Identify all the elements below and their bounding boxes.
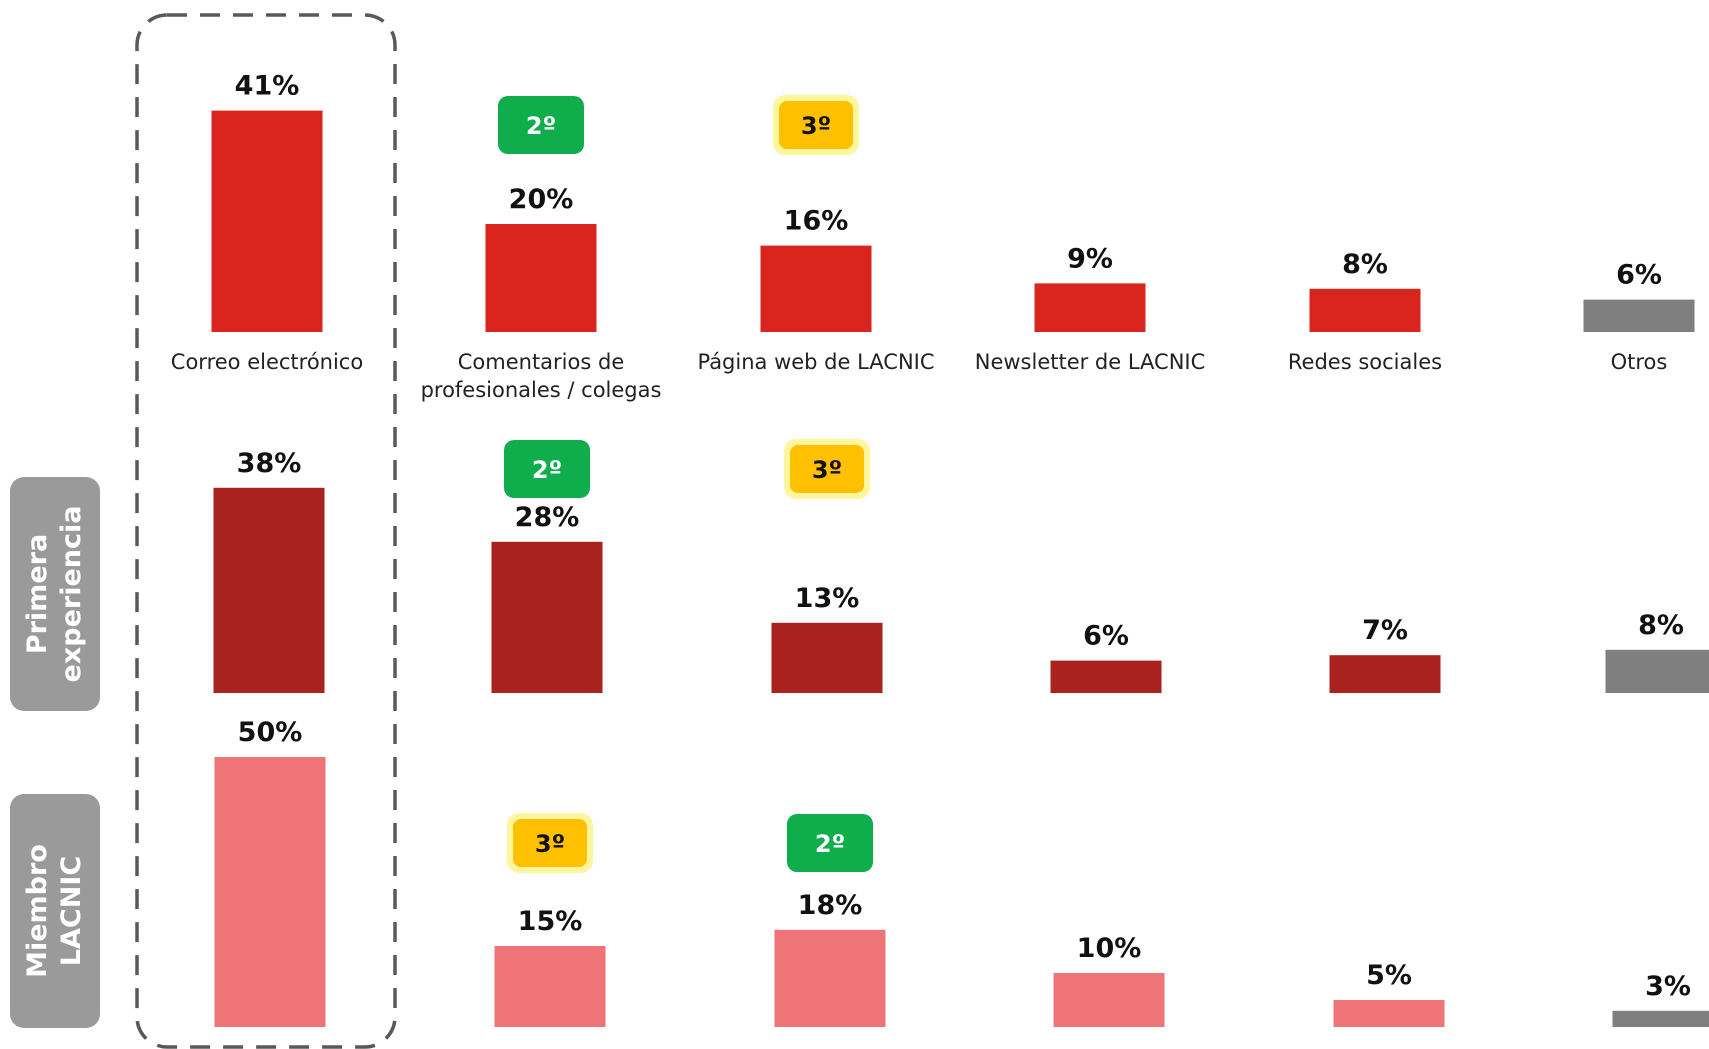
bar-row1-cat1 <box>491 541 603 693</box>
category-label-1-line0: Comentarios de <box>458 350 624 374</box>
rank-badge-row0-cat2: 3º <box>773 95 859 155</box>
segment-label-miembro-lacnic: Miembro LACNIC <box>10 794 100 1028</box>
value-label-row2-cat4: 5% <box>1366 960 1412 991</box>
svg-text:3º: 3º <box>535 830 565 858</box>
value-label-row0-cat0: 41% <box>235 71 300 102</box>
category-label-5: Otros <box>1611 350 1668 374</box>
svg-text:2º: 2º <box>532 456 562 484</box>
rank-badge-row2-cat1: 3º <box>507 813 593 873</box>
svg-text:2º: 2º <box>815 830 845 858</box>
value-label-row1-cat3: 6% <box>1083 621 1129 652</box>
rank-badge-row0-cat1: 2º <box>498 96 584 154</box>
value-label-row0-cat3: 9% <box>1067 243 1113 274</box>
value-label-row2-cat2: 18% <box>798 890 863 921</box>
category-label-1-line1: profesionales / colegas <box>421 378 662 402</box>
value-label-row1-cat0: 38% <box>237 448 302 479</box>
segment-label-primera-experiencia-text: Primera experiencia <box>22 505 87 683</box>
rank-badge-row1-cat2: 3º <box>784 439 870 499</box>
bar-row1-cat3 <box>1050 660 1162 693</box>
value-label-row2-cat3: 10% <box>1077 933 1142 964</box>
value-label-row1-cat2: 13% <box>795 583 860 614</box>
value-label-row2-cat5: 3% <box>1645 971 1691 1002</box>
svg-text:2º: 2º <box>526 112 556 140</box>
bar-row2-cat3 <box>1053 973 1165 1027</box>
bar-row0-cat0 <box>211 110 323 332</box>
bar-row0-cat3 <box>1034 283 1146 332</box>
highlight-box <box>135 13 397 1049</box>
bar-row2-cat2 <box>774 929 886 1027</box>
bar-row0-cat5 <box>1583 299 1695 332</box>
value-label-row0-cat2: 16% <box>784 206 849 237</box>
bar-row2-cat1 <box>494 946 606 1027</box>
rank-badge-row1-cat1: 2º <box>504 440 590 498</box>
value-label-row1-cat5: 8% <box>1638 610 1684 641</box>
value-label-row0-cat4: 8% <box>1342 249 1388 280</box>
value-label-row1-cat1: 28% <box>515 502 580 533</box>
value-label-row1-cat4: 7% <box>1362 615 1408 646</box>
bar-row1-cat2 <box>771 622 883 693</box>
svg-text:3º: 3º <box>812 456 842 484</box>
bar-row2-cat4 <box>1333 1000 1445 1027</box>
svg-text:3º: 3º <box>801 112 831 140</box>
bar-row0-cat1 <box>485 224 597 332</box>
category-label-0: Correo electrónico <box>171 350 363 374</box>
bar-row2-cat5 <box>1612 1010 1709 1027</box>
value-label-row2-cat0: 50% <box>238 717 303 748</box>
segment-label-primera-experiencia: Primera experiencia <box>10 477 100 711</box>
bar-row1-cat0 <box>213 487 325 693</box>
rank-badge-row2-cat2: 2º <box>787 814 873 872</box>
category-label-3: Newsletter de LACNIC <box>975 350 1206 374</box>
value-label-row2-cat1: 15% <box>518 906 583 937</box>
bar-row1-cat5 <box>1605 649 1709 693</box>
value-label-row0-cat1: 20% <box>509 184 574 215</box>
category-label-2: Página web de LACNIC <box>697 350 934 374</box>
category-label-4: Redes sociales <box>1288 350 1442 374</box>
bar-row2-cat0 <box>214 757 326 1027</box>
bar-row1-cat4 <box>1329 655 1441 693</box>
bar-row0-cat2 <box>760 245 872 332</box>
value-label-row0-cat5: 6% <box>1616 260 1662 291</box>
bar-row0-cat4 <box>1309 288 1421 332</box>
segment-label-miembro-lacnic-text: Miembro LACNIC <box>22 844 87 978</box>
